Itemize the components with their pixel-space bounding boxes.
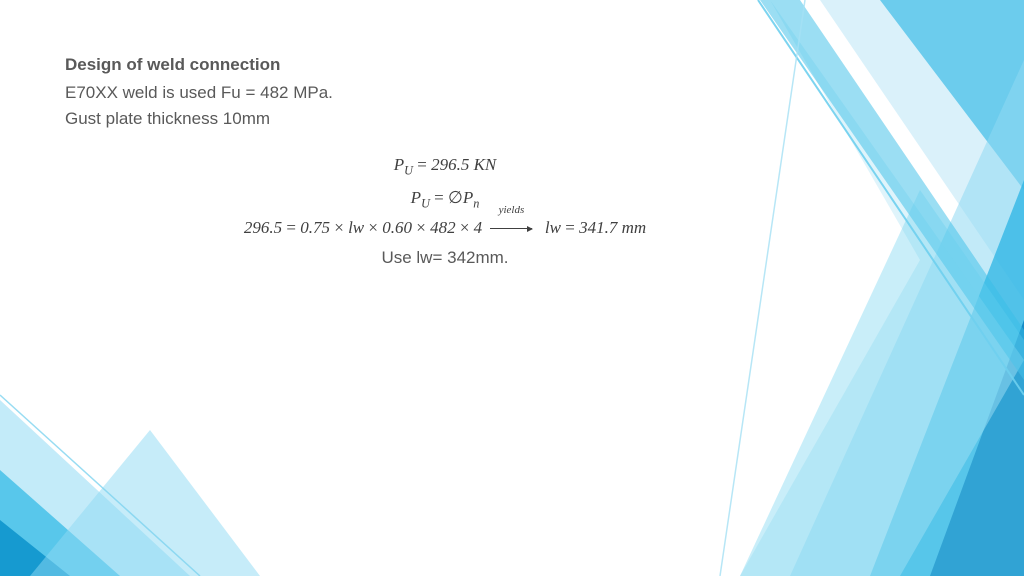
equation-derivation: 296.5 = 0.75 × lw × 0.60 × 482 × 4 yield… [125,218,765,238]
content-area: Design of weld connection E70XX weld is … [65,55,825,268]
pu-value: 296.5 [431,155,469,174]
equation-block: PU = 296.5 KN PU = ∅Pn 296.5 = 0.75 × lw… [125,155,765,268]
pu-unit: KN [474,155,497,174]
equation-pu-phi: PU = ∅Pn [125,188,765,211]
slide-title: Design of weld connection [65,55,825,75]
text-line-2: Gust plate thickness 10mm [65,109,825,129]
result-line: Use lw= 342mm. [125,248,765,268]
slide: { "title": "Design of weld connection", … [0,0,1024,576]
equation-pu-value: PU = 296.5 KN [125,155,765,178]
yields-arrow: yields [490,218,532,238]
phi-symbol: ∅ [448,188,463,207]
text-line-1: E70XX weld is used Fu = 482 MPa. [65,83,825,103]
